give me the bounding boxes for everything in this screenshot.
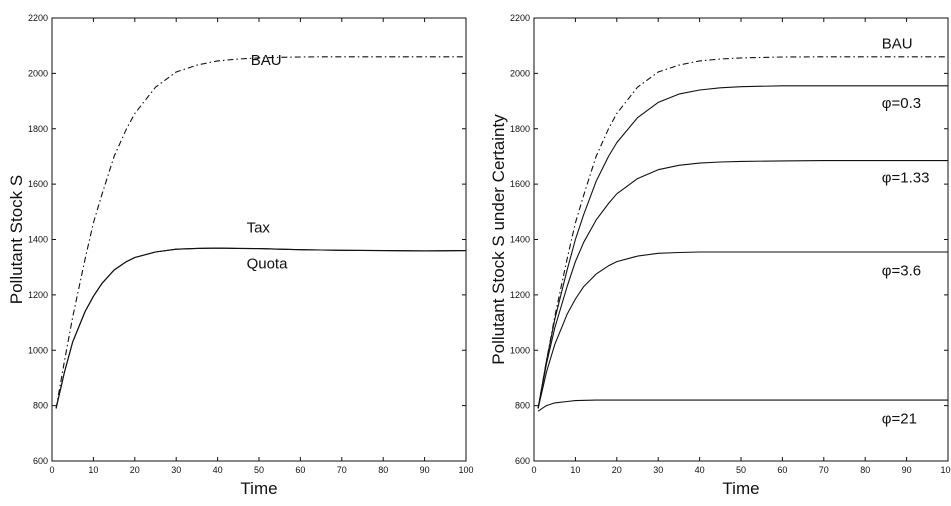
left-chart-ytick-label: 800 xyxy=(33,401,48,411)
right-chart-xtick-label: 60 xyxy=(777,465,787,475)
right-chart-xtick-label: 10 xyxy=(570,465,580,475)
right-chart-annotation: φ=3.6 xyxy=(882,262,921,279)
left-chart-xtick-label: 30 xyxy=(171,465,181,475)
left-chart-xtick-label: 60 xyxy=(295,465,305,475)
left-chart-frame xyxy=(51,17,467,462)
left-chart-annotation: Quota xyxy=(247,256,289,273)
left-chart-xtick-label: 20 xyxy=(130,465,140,475)
right-chart-xtick-label: 30 xyxy=(653,465,663,475)
left-chart-xtick-label: 40 xyxy=(213,465,223,475)
right-chart-xtick-label: 40 xyxy=(695,465,705,475)
left-chart-series-0 xyxy=(55,56,466,409)
left-chart: 0 10 20 30 40 50 60 70 80 90 100 600 800 1000 1200 1400… xyxy=(7,13,474,498)
right-chart-series-2 xyxy=(537,160,948,409)
right-chart-xtick-label: 100 xyxy=(940,465,951,475)
right-chart-ytick-label: 1200 xyxy=(510,290,530,300)
right-chart-series-0 xyxy=(537,56,948,409)
right-chart-ytick-label: 1000 xyxy=(510,345,530,355)
left-chart-xtick-label: 100 xyxy=(458,465,473,475)
right-chart-xtick-label: 0 xyxy=(531,465,536,475)
right-chart-frame xyxy=(533,17,949,462)
left-chart-ytick-label: 1600 xyxy=(28,179,48,189)
right-chart-ytick-label: 2000 xyxy=(510,68,530,78)
right-chart-xtick-label: 70 xyxy=(819,465,829,475)
right-chart-ytick-label: 600 xyxy=(515,456,530,466)
left-chart-ytick-label: 1200 xyxy=(28,290,48,300)
right-chart-xlabel: Time xyxy=(722,479,759,498)
right-chart-ytick-label: 800 xyxy=(515,401,530,411)
left-chart-annotation: BAU xyxy=(251,52,282,69)
left-chart-xtick-label: 50 xyxy=(254,465,264,475)
left-chart-xtick-label: 80 xyxy=(378,465,388,475)
left-chart-ylabel: Pollutant Stock S xyxy=(7,175,26,304)
left-chart-xtick-label: 10 xyxy=(88,465,98,475)
left-chart-ytick-label: 1000 xyxy=(28,345,48,355)
right-chart-annotation: φ=21 xyxy=(882,411,917,428)
left-chart-ytick-label: 2200 xyxy=(28,13,48,23)
left-chart-ytick-label: 1800 xyxy=(28,124,48,134)
left-chart-ytick-label: 2000 xyxy=(28,68,48,78)
left-chart-annotation: Tax xyxy=(247,220,271,237)
right-chart-ytick-label: 1800 xyxy=(510,124,530,134)
left-chart-series-2 xyxy=(55,247,467,409)
right-chart-xtick-label: 20 xyxy=(612,465,622,475)
right-chart-xtick-label: 90 xyxy=(902,465,912,475)
right-chart-ytick-label: 1600 xyxy=(510,179,530,189)
left-chart-xtick-label: 70 xyxy=(337,465,347,475)
right-chart-ylabel: Pollutant Stock S under Certainty xyxy=(489,114,508,365)
left-chart-ytick-label: 1400 xyxy=(28,235,48,245)
right-chart-xtick-label: 50 xyxy=(736,465,746,475)
left-chart-xtick-label: 90 xyxy=(420,465,430,475)
right-chart-annotation: φ=1.33 xyxy=(882,170,930,187)
right-chart: 0 10 20 30 40 50 60 70 80 90 100 600 800 1000 1200 1400… xyxy=(489,13,951,498)
right-chart-series-4 xyxy=(537,399,948,412)
left-chart-xtick-label: 0 xyxy=(49,465,54,475)
right-chart-ytick-label: 2200 xyxy=(510,13,530,23)
right-chart-series-1 xyxy=(537,85,948,409)
right-chart-series-3 xyxy=(537,251,948,409)
right-chart-annotation: φ=0.3 xyxy=(882,95,921,112)
right-chart-xtick-label: 80 xyxy=(860,465,870,475)
left-chart-ytick-label: 600 xyxy=(33,456,48,466)
left-chart-xlabel: Time xyxy=(240,479,277,498)
right-chart-ytick-label: 1400 xyxy=(510,235,530,245)
right-chart-annotation: BAU xyxy=(882,35,913,52)
